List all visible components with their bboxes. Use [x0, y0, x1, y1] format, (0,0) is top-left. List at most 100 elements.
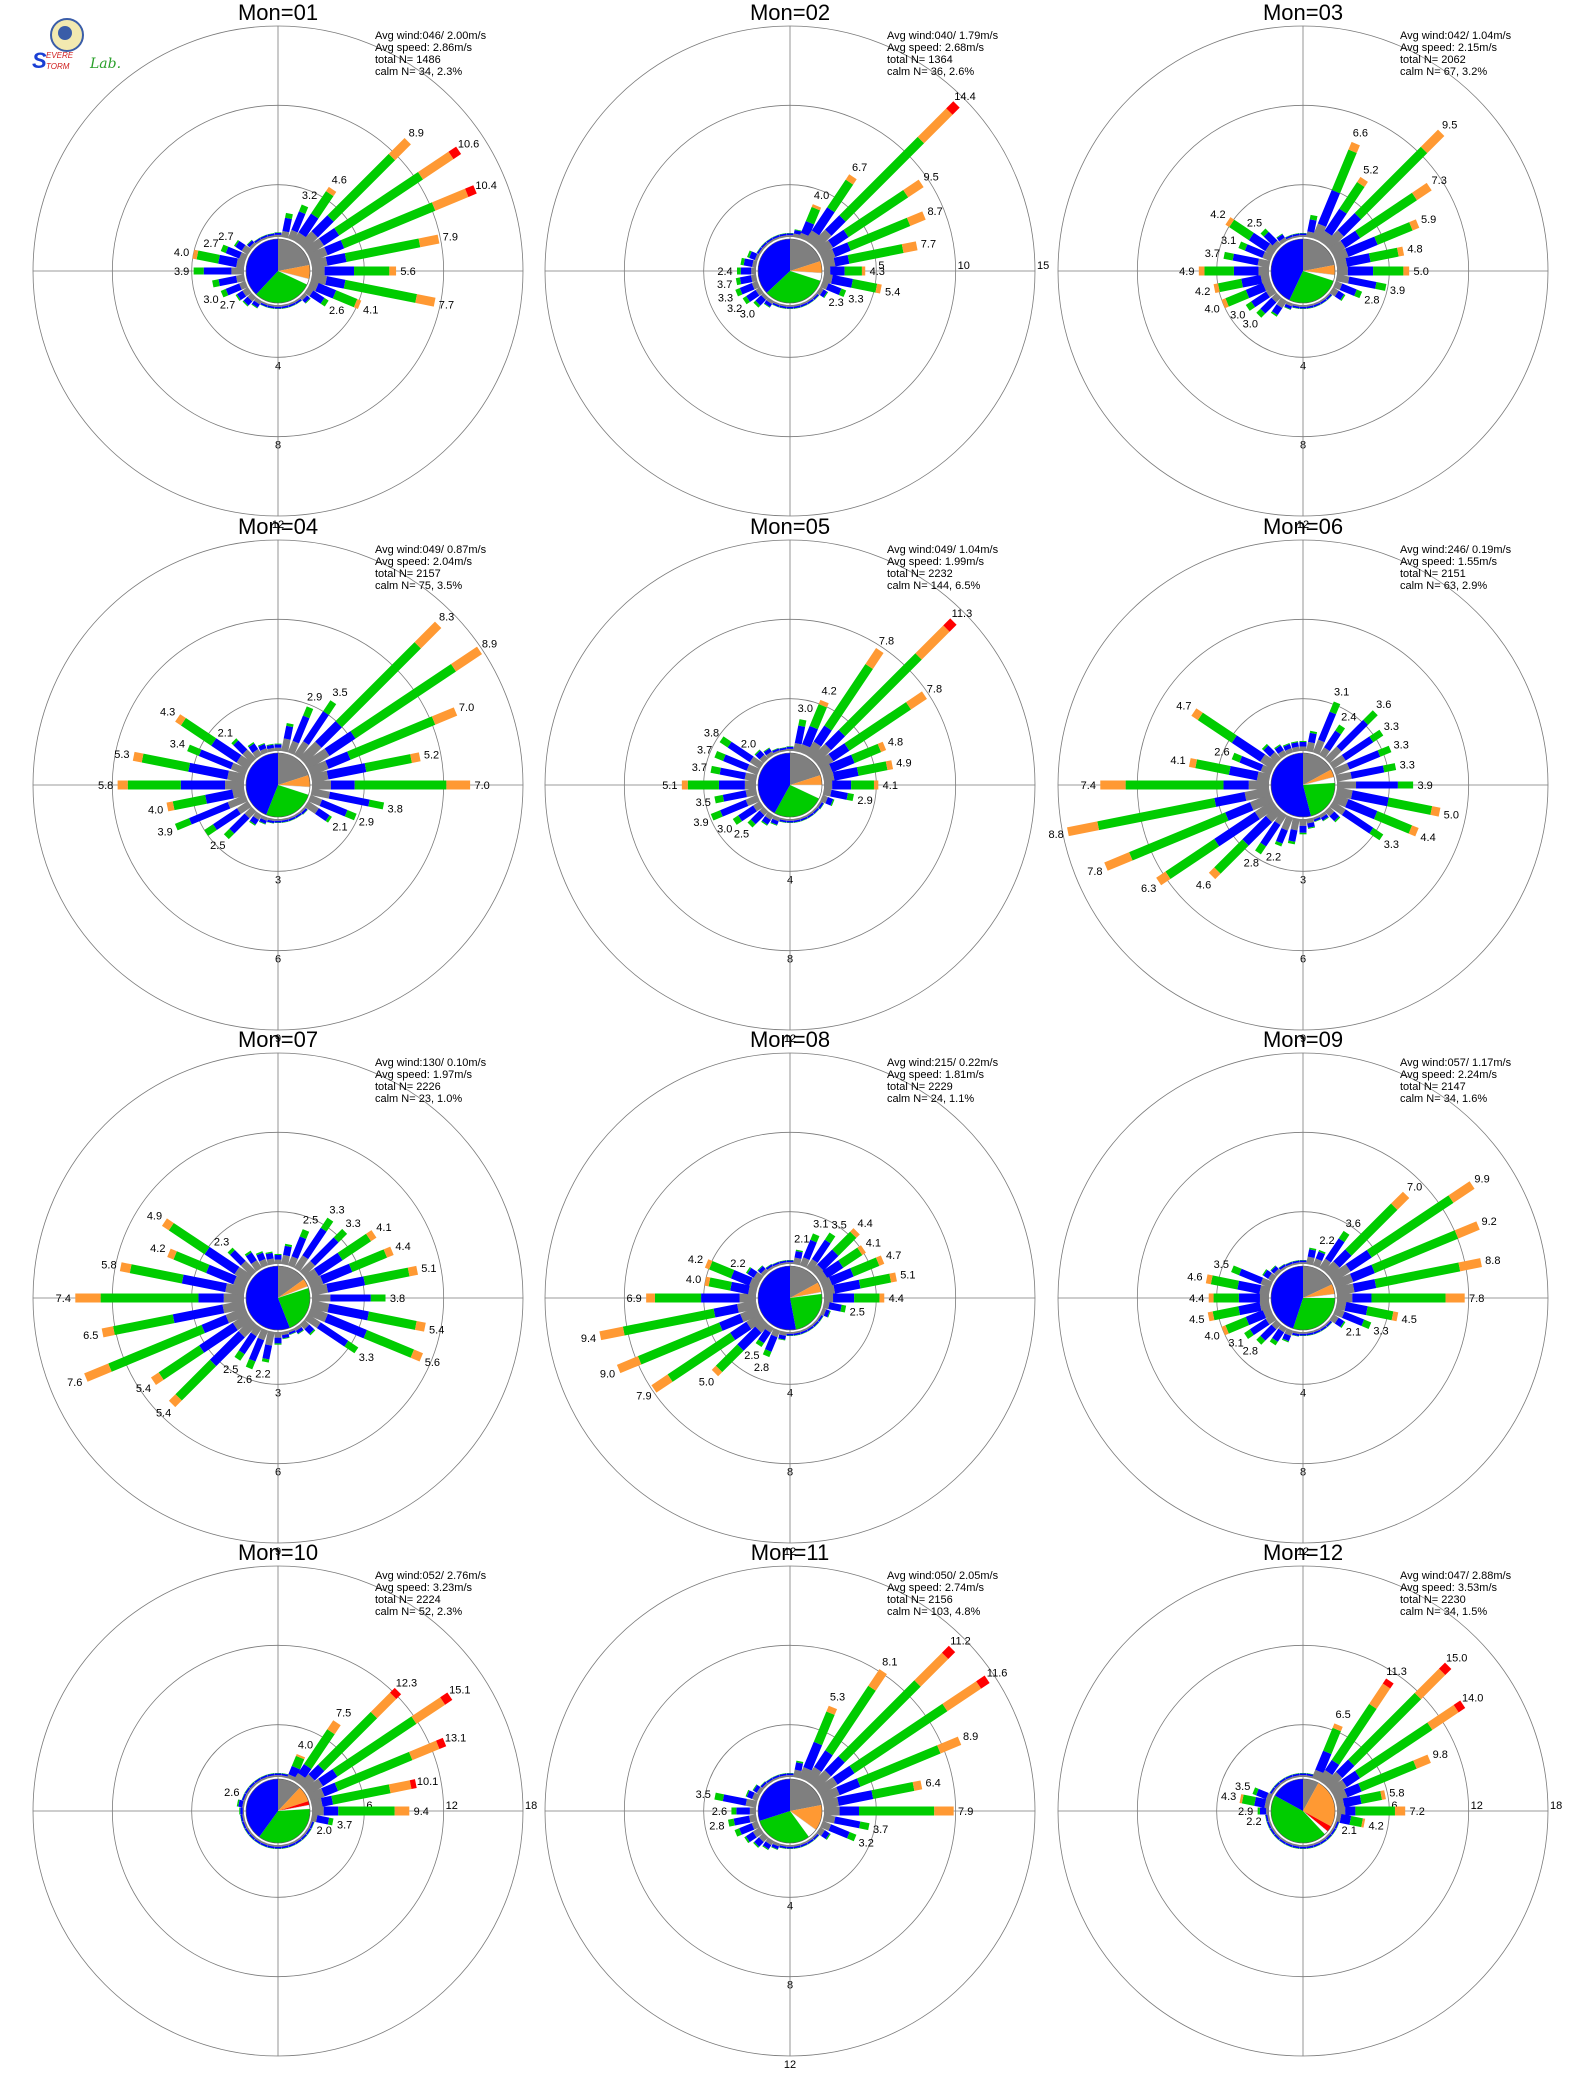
bar-value-label: 2.6: [224, 1787, 239, 1799]
rose-bar-segment: [304, 800, 319, 814]
rose-bar-segment: [805, 1837, 813, 1843]
rose-bar-segment: [1335, 274, 1350, 284]
rose-bar-segment: [1334, 290, 1345, 301]
rose-bar-segment: [1265, 1792, 1273, 1802]
rose-bar-segment: [310, 1300, 330, 1313]
rose-bar-segment: [1335, 1300, 1347, 1311]
rose-bar-segment: [1363, 710, 1378, 725]
info-line: calm N= 23, 1.0%: [375, 1093, 462, 1105]
rose-bar-segment: [1285, 301, 1294, 307]
bar-value-label: 11.3: [952, 608, 973, 620]
rose-bar-segment: [1348, 276, 1377, 289]
rose-bar-segment: [772, 750, 781, 755]
pie-slice: [278, 265, 310, 279]
rose-bar-segment: [1313, 817, 1321, 822]
rose-bar-segment: [241, 1793, 247, 1801]
rose-bar-segment: [327, 153, 396, 222]
info-line: total N= 2232: [887, 568, 953, 580]
info-line: Avg wind:215/ 0.22m/s: [887, 1057, 999, 1069]
rose-bar-segment: [1413, 1754, 1431, 1769]
rose-bar-segment: [810, 1233, 820, 1243]
rose-bar-segment: [266, 1258, 275, 1266]
rose-bar-segment: [1368, 247, 1399, 263]
bar-value-label: 7.0: [474, 780, 489, 792]
rose-bar-segment: [307, 246, 328, 263]
bar-value-label: 11.2: [950, 1635, 971, 1647]
rose-bar-segment: [1333, 1820, 1338, 1828]
rose-bar-segment: [1397, 246, 1405, 257]
info-line: Avg speed: 1.81m/s: [887, 1069, 985, 1081]
rose-bar-segment: [1329, 1313, 1339, 1324]
rose-bar-segment: [254, 297, 263, 305]
rose-bar-segment: [751, 1792, 760, 1802]
bar-value-label: 4.4: [889, 1293, 904, 1305]
pie-slice: [790, 1805, 822, 1830]
rose-bar-segment: [800, 221, 815, 237]
panel-title: Mon=01: [238, 0, 318, 25]
bar-value-label: 7.6: [67, 1377, 82, 1389]
rose-bar-segment: [856, 761, 888, 776]
rose-bar-segment: [1341, 1770, 1361, 1788]
rose-bar-segment: [299, 1832, 306, 1839]
bar-value-label: 6.5: [1336, 1709, 1351, 1721]
rose-bar-segment: [287, 301, 295, 306]
rose-bar-segment: [288, 302, 296, 308]
bar-value-label: 2.2: [255, 1369, 270, 1381]
ring-label: 12: [784, 1033, 796, 1045]
rose-bar-segment: [316, 1815, 330, 1825]
rose-bar-segment: [295, 1327, 304, 1334]
rose-bar-segment: [1260, 297, 1277, 314]
rose-bar-segment: [821, 1830, 830, 1840]
rose-bar-segment: [249, 242, 257, 250]
ring-label: 18: [1550, 1800, 1562, 1812]
rose-bar-segment: [1274, 744, 1281, 750]
rose-bar-segment: [1228, 766, 1259, 781]
rose-bar-segment: [1260, 1277, 1273, 1289]
rose-bar-segment: [818, 802, 824, 810]
rose-bar-segment: [1278, 1324, 1288, 1333]
bar-value-label: 9.4: [581, 1333, 596, 1345]
rose-bar-segment: [255, 1251, 263, 1256]
rose-bar-segment: [976, 1675, 990, 1689]
info-line: calm N= 34, 1.6%: [1400, 1093, 1487, 1105]
rose-bar-segment: [825, 796, 834, 806]
rose-bar-segment: [1260, 754, 1278, 770]
rose-bar-segment: [779, 1330, 787, 1336]
rose-bar-segment: [824, 729, 846, 751]
bar-value-label: 8.7: [927, 206, 942, 218]
rose-bar-segment: [188, 762, 229, 780]
rose-bar-segment: [739, 1823, 755, 1835]
rose-bar-segment: [234, 1350, 245, 1361]
rose-bar-segment: [1345, 1203, 1398, 1256]
rose-bar-segment: [745, 794, 760, 807]
pie-slice: [1271, 753, 1311, 817]
bar-value-label: 4.9: [896, 757, 911, 769]
rose-bar-segment: [1339, 181, 1365, 214]
rose-bar-segment: [1323, 1771, 1343, 1791]
rose-bar-segment: [1350, 790, 1389, 807]
bar-value-label: 2.5: [223, 1364, 238, 1376]
bar-value-label: 4.6: [1187, 1271, 1202, 1283]
rose-bar-segment: [858, 1273, 892, 1289]
bar-value-label: 3.5: [696, 1789, 711, 1801]
pie-slice: [758, 753, 790, 814]
bar-value-label: 5.1: [421, 1263, 436, 1275]
rose-bar-segment: [793, 229, 802, 235]
rose-bar-segment: [811, 204, 822, 211]
rose-bar-segment: [1333, 1307, 1345, 1318]
ring-label: 6: [366, 1800, 372, 1812]
rose-bar-segment: [805, 297, 813, 303]
rose-bar-segment: [1371, 1230, 1459, 1274]
rose-bar-segment: [739, 283, 755, 295]
rose-bar-segment: [771, 1843, 780, 1850]
bar-value-label: 4.6: [332, 174, 347, 186]
rose-bar-segment: [819, 1277, 833, 1290]
rose-bar-segment: [327, 1720, 341, 1735]
bar-value-label: 4.0: [148, 804, 163, 816]
rose-bar-segment: [816, 286, 824, 296]
rose-bar-segment: [805, 1258, 818, 1272]
rose-bar-segment: [865, 648, 884, 669]
bar-value-label: 3.7: [717, 279, 732, 291]
rose-bar-segment: [824, 1756, 845, 1777]
